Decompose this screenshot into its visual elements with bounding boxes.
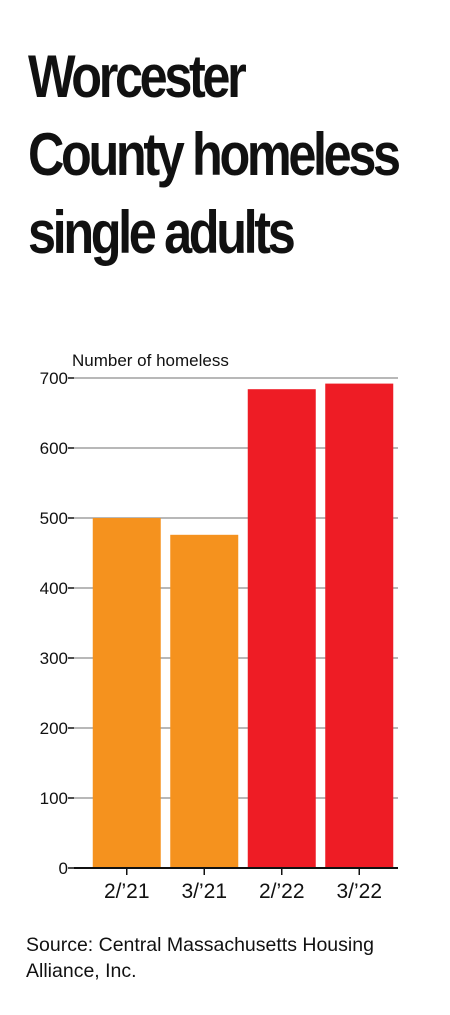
bar-3 — [247, 389, 316, 868]
y-tick-label: 600 — [40, 439, 68, 458]
y-tick-label: 400 — [40, 579, 68, 598]
y-axis-label: Number of homeless — [72, 351, 229, 370]
y-tick-label: 100 — [40, 789, 68, 808]
y-axis-ticks: 0 100 200 300 400 500 600 700 — [40, 369, 74, 878]
title-line: Worcester — [28, 43, 247, 110]
bar-1 — [92, 518, 161, 868]
chart-title: Worcester County homeless single adults — [28, 38, 401, 272]
bars — [92, 383, 394, 868]
x-axis-ticks: 2/’21 3/’21 2/’22 3/’22 — [104, 868, 382, 903]
x-tick-label: 2/’22 — [259, 880, 305, 903]
bar-4 — [325, 383, 394, 868]
bar-chart: Number of homeless 0 100 200 300 400 500 600 70… — [40, 351, 398, 903]
x-tick-label: 3/’21 — [181, 880, 227, 903]
y-tick-label: 300 — [40, 649, 68, 668]
y-tick-label: 700 — [40, 369, 68, 388]
y-tick-label: 0 — [59, 859, 68, 878]
x-tick-label: 3/’22 — [336, 880, 382, 903]
y-tick-label: 200 — [40, 719, 68, 738]
x-tick-label: 2/’21 — [104, 880, 150, 903]
title-line: County homeless — [28, 121, 401, 188]
title-line: single adults — [28, 199, 296, 266]
y-tick-label: 500 — [40, 509, 68, 528]
source-note: Source: Central Massachusetts Housing Al… — [26, 934, 374, 982]
bar-2 — [170, 534, 239, 868]
